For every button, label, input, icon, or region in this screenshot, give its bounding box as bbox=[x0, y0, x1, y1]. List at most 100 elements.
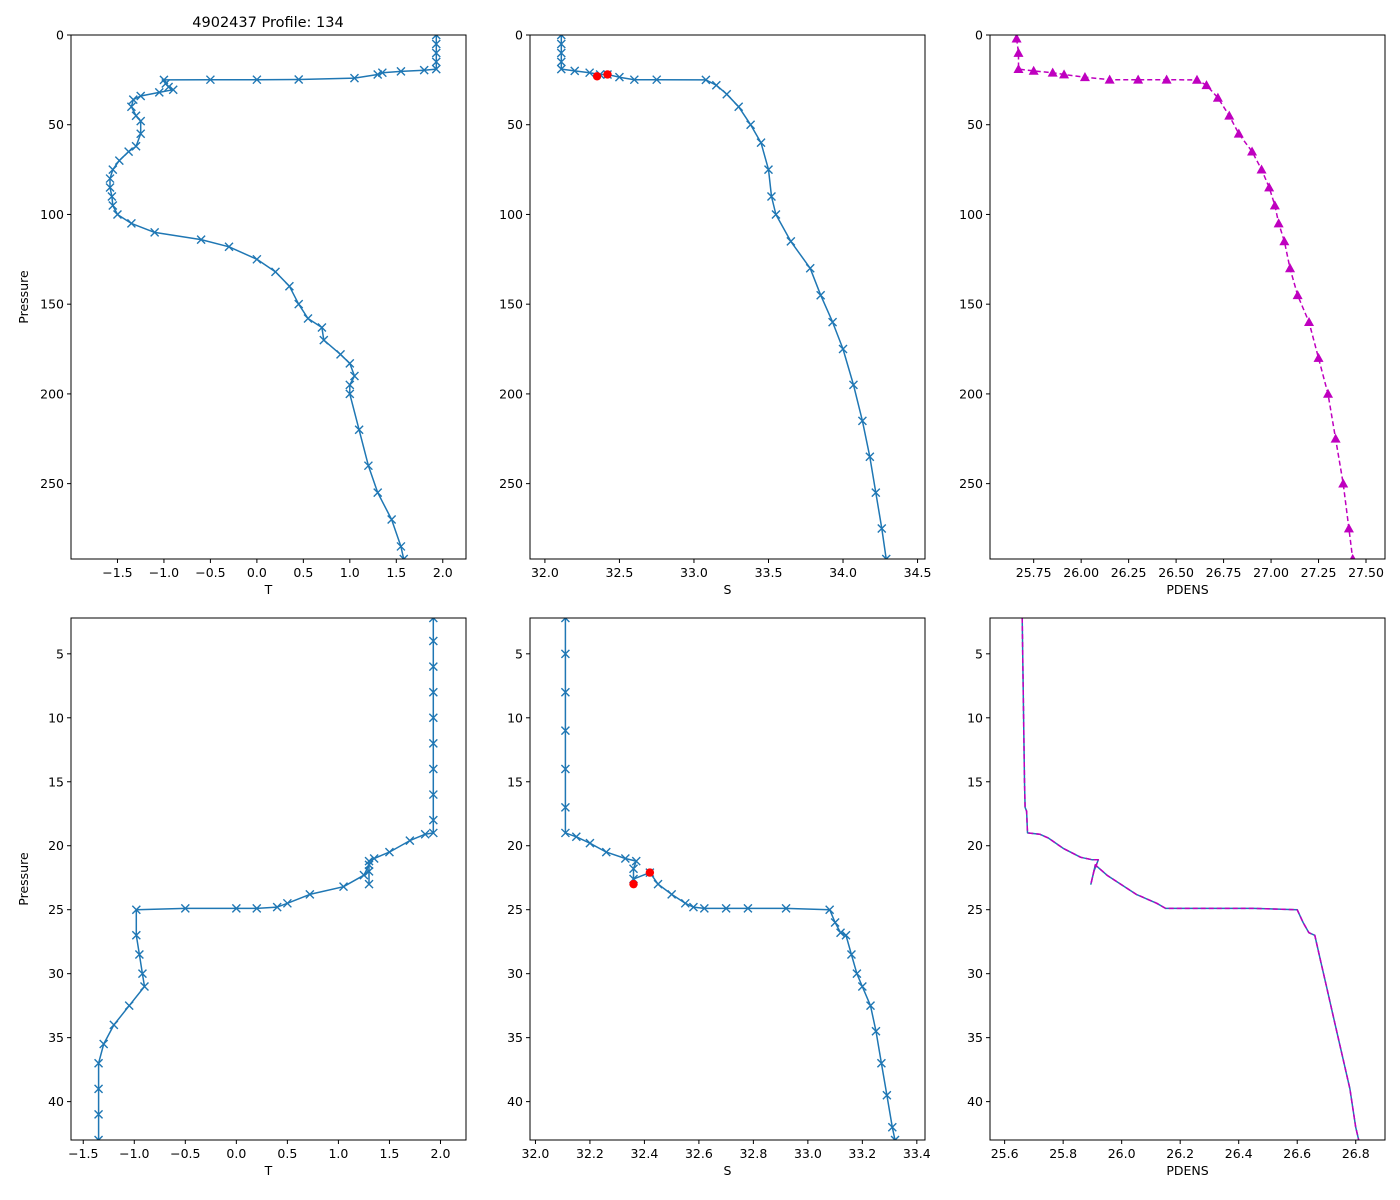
data-point-x bbox=[857, 416, 867, 426]
data-point-triangle bbox=[1133, 74, 1144, 84]
x-tick-label: −1.5 bbox=[68, 1146, 98, 1161]
data-point-x bbox=[114, 156, 124, 166]
y-tick-label: 200 bbox=[40, 386, 64, 401]
subplot-top-right: 25.75 26.00 26.25 26.50 26.75 27.00 27.25 27.50… bbox=[959, 28, 1386, 597]
y-tick-label: 35 bbox=[967, 1030, 983, 1045]
data-point-x bbox=[377, 68, 387, 78]
data-point-x bbox=[131, 905, 141, 915]
x-tick-label: 33.5 bbox=[755, 565, 783, 580]
data-point-x bbox=[836, 928, 846, 938]
y-tick-label: 20 bbox=[48, 838, 64, 853]
x-tick-label: 33.0 bbox=[680, 565, 708, 580]
y-tick-label: 40 bbox=[507, 1094, 523, 1109]
data-point-x bbox=[419, 65, 429, 75]
data-point-x bbox=[805, 263, 815, 273]
data-point-x bbox=[105, 183, 115, 193]
data-point-x bbox=[431, 35, 441, 40]
data-point-x bbox=[349, 73, 359, 83]
data-point-x bbox=[136, 91, 146, 101]
data-point-x bbox=[428, 815, 438, 825]
y-tick-label: 25 bbox=[967, 902, 983, 917]
data-point-x bbox=[688, 902, 698, 912]
data-point-x bbox=[373, 69, 383, 79]
data-point-x bbox=[887, 1122, 897, 1132]
data-point-x bbox=[139, 981, 149, 991]
data-point-x bbox=[786, 236, 796, 246]
y-tick-label: 0 bbox=[515, 28, 523, 43]
data-point-x bbox=[396, 66, 406, 76]
data-point-x bbox=[428, 828, 438, 838]
data-point-x bbox=[224, 242, 234, 252]
x-tick-label: 27.00 bbox=[1253, 565, 1289, 580]
data-point-x bbox=[150, 227, 160, 237]
data-point-x bbox=[763, 165, 773, 175]
y-tick-label: 25 bbox=[507, 902, 523, 917]
data-point-x bbox=[319, 335, 329, 345]
data-point-x bbox=[345, 380, 355, 390]
x-tick-label: 33.4 bbox=[903, 1146, 931, 1161]
x-tick-label: 25.8 bbox=[1049, 1146, 1077, 1161]
x-tick-label: 32.5 bbox=[606, 565, 634, 580]
data-point-x bbox=[560, 764, 570, 774]
flagged-point bbox=[645, 868, 655, 877]
data-point-x bbox=[128, 95, 138, 105]
x-tick-label: 25.75 bbox=[1016, 565, 1052, 580]
y-tick-label: 150 bbox=[959, 297, 983, 312]
data-point-x bbox=[852, 969, 862, 979]
y-tick-label: 20 bbox=[967, 838, 983, 853]
data-point-x bbox=[428, 636, 438, 646]
data-point-x bbox=[399, 554, 409, 559]
figure-title: 4902437 Profile: 134 bbox=[192, 15, 343, 31]
data-point-x bbox=[585, 68, 595, 78]
data-point-x bbox=[871, 1026, 881, 1036]
data-point-x bbox=[866, 1001, 876, 1011]
data-point-x bbox=[252, 903, 262, 913]
data-point-x bbox=[396, 541, 406, 551]
data-point-triangle bbox=[1028, 65, 1039, 75]
data-point-x bbox=[108, 200, 118, 210]
data-point-x bbox=[556, 57, 566, 67]
x-axis-label: T bbox=[264, 582, 273, 597]
series-line-secondary bbox=[1021, 618, 1360, 1140]
data-point-triangle bbox=[1059, 69, 1070, 79]
data-point-x bbox=[364, 856, 374, 866]
plot-area bbox=[560, 618, 900, 1140]
data-point-x bbox=[556, 64, 566, 74]
y-tick-label: 150 bbox=[499, 297, 523, 312]
data-point-x bbox=[99, 1039, 109, 1049]
series-line-primary bbox=[97, 618, 435, 1140]
data-point-triangle bbox=[1201, 80, 1212, 90]
flagged-point bbox=[592, 72, 602, 81]
data-point-x bbox=[270, 267, 280, 277]
data-point-x bbox=[841, 930, 851, 940]
x-tick-label: 1.0 bbox=[340, 565, 360, 580]
x-tick-label: 33.2 bbox=[848, 1146, 876, 1161]
data-point-x bbox=[136, 116, 146, 126]
y-tick-label: 25 bbox=[48, 902, 64, 917]
data-point-x bbox=[560, 828, 570, 838]
data-point-triangle bbox=[1256, 164, 1267, 174]
data-point-x bbox=[196, 235, 206, 245]
data-point-triangle bbox=[1013, 63, 1024, 73]
y-tick-label: 40 bbox=[48, 1094, 64, 1109]
y-tick-label: 100 bbox=[959, 207, 983, 222]
data-point-x bbox=[865, 452, 875, 462]
x-tick-label: 0.5 bbox=[293, 565, 313, 580]
data-point-x bbox=[722, 89, 732, 99]
data-point-x bbox=[345, 389, 355, 399]
data-point-x bbox=[620, 854, 630, 864]
data-point-x bbox=[828, 317, 838, 327]
data-point-x bbox=[359, 870, 369, 880]
x-tick-label: 33.0 bbox=[794, 1146, 822, 1161]
series-line-primary bbox=[109, 35, 438, 559]
data-point-triangle bbox=[1247, 146, 1258, 156]
data-point-x bbox=[830, 918, 840, 927]
data-point-x bbox=[601, 847, 611, 857]
data-point-x bbox=[428, 738, 438, 748]
data-point-x bbox=[282, 898, 292, 908]
x-tick-label: 26.0 bbox=[1108, 1146, 1136, 1161]
data-point-x bbox=[652, 75, 662, 85]
x-tick-label: 26.2 bbox=[1166, 1146, 1194, 1161]
data-point-x bbox=[205, 75, 215, 85]
flagged-point bbox=[603, 70, 612, 79]
